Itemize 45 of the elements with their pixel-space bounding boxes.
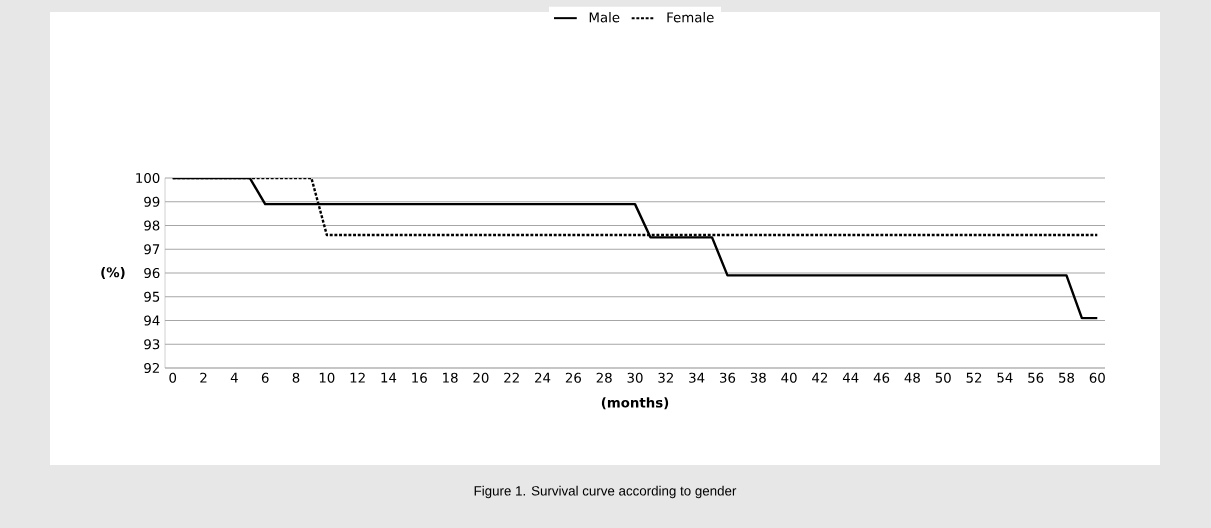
- y-tick-label: 93: [144, 339, 160, 350]
- legend-label: Male: [589, 12, 620, 23]
- x-tick-label: 8: [292, 372, 300, 383]
- x-tick-label: 24: [535, 372, 551, 383]
- x-tick-label: 30: [627, 372, 643, 383]
- y-tick-label: 94: [144, 315, 160, 326]
- x-tick-label: 44: [842, 372, 859, 383]
- y-axis-title: (%): [101, 267, 125, 279]
- x-tick-label: 28: [596, 372, 612, 383]
- x-tick-label: 54: [997, 372, 1013, 383]
- x-tick-label: 32: [658, 372, 673, 383]
- x-tick-label: 52: [966, 372, 982, 383]
- y-tick-label: 96: [144, 267, 160, 279]
- x-tick-label: 42: [812, 372, 828, 383]
- y-tick-label: 100: [136, 172, 160, 184]
- x-tick-label: 18: [443, 372, 458, 383]
- y-tick-label: 98: [144, 220, 160, 231]
- x-tick-label: 2: [200, 372, 207, 383]
- legend-label: Female: [667, 12, 714, 23]
- x-tick-label: 36: [720, 372, 736, 383]
- caption: Figure 1. Survival curve according to gender: [474, 485, 737, 499]
- x-tick-label: 6: [261, 372, 269, 383]
- x-tick-label: 56: [1028, 372, 1044, 383]
- x-tick-label: 0: [169, 372, 177, 383]
- x-tick-label: 22: [504, 372, 519, 383]
- x-tick-label: 48: [904, 372, 920, 383]
- x-tick-label: 20: [473, 372, 489, 383]
- x-tick-label: 46: [873, 372, 890, 383]
- x-tick-label: 50: [935, 372, 951, 383]
- x-axis-title: (months): [601, 397, 669, 410]
- x-tick-label: 40: [781, 372, 797, 383]
- x-tick-label: 58: [1059, 372, 1075, 383]
- y-tick-label: 92: [144, 362, 159, 374]
- y-tick-label: 99: [144, 196, 160, 207]
- x-tick-label: 38: [750, 372, 766, 383]
- x-tick-label: 60: [1089, 372, 1105, 383]
- x-tick-label: 10: [319, 372, 335, 383]
- x-tick-label: 16: [412, 372, 427, 383]
- x-tick-label: 26: [565, 372, 582, 383]
- x-tick-label: 4: [230, 372, 238, 383]
- x-tick-label: 12: [350, 372, 365, 383]
- y-tick-label: 95: [144, 291, 160, 302]
- y-tick-label: 97: [144, 244, 160, 255]
- x-tick-label: 34: [689, 372, 705, 383]
- x-tick-label: 14: [381, 372, 397, 383]
